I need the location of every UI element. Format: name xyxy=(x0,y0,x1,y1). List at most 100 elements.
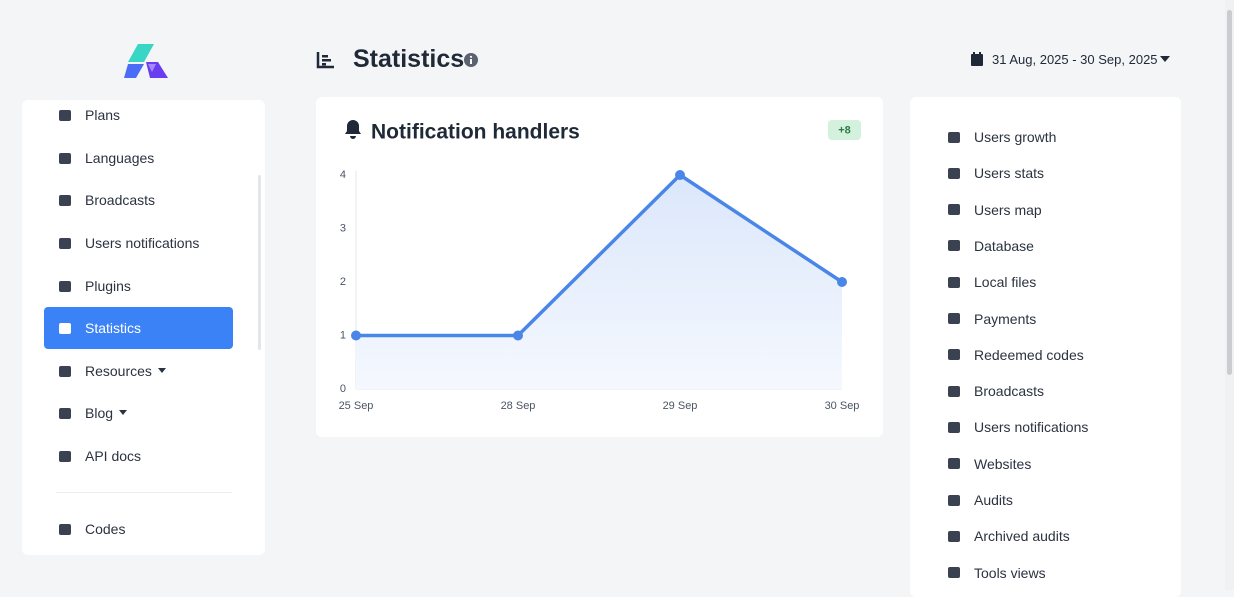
menu-item[interactable]: Archived audits xyxy=(948,524,1070,548)
x-tick-label: 28 Sep xyxy=(501,400,536,412)
sidebar-scrollbar xyxy=(258,175,261,350)
menu-icon xyxy=(948,494,960,506)
menu-icon xyxy=(59,523,71,535)
menu-label: Database xyxy=(974,237,1034,254)
y-tick-label: 3 xyxy=(340,222,346,234)
menu-label: Redeemed codes xyxy=(974,346,1084,363)
menu-label: Users stats xyxy=(974,165,1045,182)
menu-item[interactable]: Users notifications xyxy=(59,231,199,255)
point xyxy=(837,277,847,287)
y-tick-label: 4 xyxy=(340,169,346,181)
area xyxy=(356,175,842,389)
divider xyxy=(56,492,232,493)
point xyxy=(513,330,523,341)
menu-item[interactable]: Languages xyxy=(59,146,154,170)
menu-icon xyxy=(59,194,71,206)
menu-label: Plans xyxy=(85,107,121,123)
menu-label: Users growth xyxy=(974,129,1057,145)
menu-item[interactable]: Statistics xyxy=(59,316,141,340)
menu-label: Broadcasts xyxy=(85,192,156,208)
menu-icon xyxy=(948,276,960,288)
menu-item[interactable]: Tools views xyxy=(948,561,1046,585)
menu-label: API docs xyxy=(85,448,142,464)
menu-icon xyxy=(59,152,71,164)
menu-item[interactable]: Users map xyxy=(948,198,1042,222)
x-tick-label: 29 Sep xyxy=(663,400,698,412)
menu-icon xyxy=(59,322,71,334)
menu-icon xyxy=(948,385,960,397)
chart-title: Notification handlers xyxy=(371,121,580,144)
menu-item[interactable]: Blog xyxy=(59,401,128,425)
menu-label: Blog xyxy=(85,405,114,421)
menu-item[interactable]: Websites xyxy=(948,452,1031,476)
menu-icon xyxy=(948,240,960,252)
x-tick-label: 25 Sep xyxy=(339,400,374,412)
active-highlight xyxy=(44,307,233,349)
x-tick-label: 30 Sep xyxy=(825,400,860,412)
menu-label: Payments xyxy=(974,310,1037,327)
menu-icon xyxy=(948,530,960,542)
menu-icon xyxy=(59,365,71,377)
y-tick-label: 1 xyxy=(340,329,346,341)
menu-label: Languages xyxy=(85,150,155,166)
menu-item[interactable]: Payments xyxy=(948,307,1036,331)
menu-label: Statistics xyxy=(85,320,142,336)
menu-icon xyxy=(948,349,960,361)
dropdown-caret[interactable] xyxy=(1160,56,1170,62)
page-title: Statistics xyxy=(353,45,465,73)
date-range[interactable]: 31 Aug, 2025 - 30 Sep, 2025 xyxy=(992,52,1158,67)
menu-icon xyxy=(948,131,960,143)
menu-icon xyxy=(59,280,71,292)
menu-item[interactable]: Users growth xyxy=(948,125,1056,149)
badge xyxy=(828,120,861,140)
menu-item[interactable]: Plugins xyxy=(59,274,131,298)
menu-label: Websites xyxy=(974,455,1032,472)
menu-item[interactable]: Local files xyxy=(948,270,1036,294)
menu-item[interactable]: Resources xyxy=(59,359,166,383)
statistics-icon xyxy=(316,52,334,69)
y-tick-label: 0 xyxy=(340,383,346,395)
menu-label: Plugins xyxy=(85,278,131,294)
menu-item[interactable]: Users notifications xyxy=(948,415,1088,439)
menu-label: Users map xyxy=(974,201,1042,218)
menu-label: Local files xyxy=(974,274,1037,291)
sidebar: Plans Languages Broadcasts Users notificati… xyxy=(22,100,265,555)
menu-label: Codes xyxy=(85,521,126,537)
dropdown-caret xyxy=(119,410,128,415)
point xyxy=(675,170,685,180)
info-icon[interactable] xyxy=(463,52,479,68)
calendar-icon xyxy=(971,52,983,66)
menu-label: Users notifications xyxy=(974,419,1089,436)
menu-item[interactable]: Broadcasts xyxy=(59,188,155,212)
menu-icon xyxy=(948,567,960,579)
logo[interactable] xyxy=(124,42,170,82)
line xyxy=(356,173,843,338)
menu-icon xyxy=(59,450,71,462)
chart: Notification handlers +8 0 1 2 3 4 25 Sep 28 S… xyxy=(339,120,861,412)
menu-label: Broadcasts xyxy=(974,383,1045,400)
menu-label: Audits xyxy=(974,492,1013,508)
menu-item[interactable]: Codes xyxy=(59,517,125,541)
stats-menu: Users growth Users stats Users map Database… xyxy=(910,97,1181,597)
dropdown-caret xyxy=(157,368,166,373)
menu-label: Tools views xyxy=(974,564,1046,581)
menu-item[interactable]: Database xyxy=(948,234,1034,258)
bell-icon xyxy=(345,120,361,139)
menu-item[interactable]: Broadcasts xyxy=(948,379,1044,403)
menu-icon xyxy=(948,458,960,470)
menu-label: Archived audits xyxy=(974,528,1070,545)
menu-icon xyxy=(59,109,71,121)
menu-icon xyxy=(948,204,960,216)
menu-icon xyxy=(948,421,960,433)
menu-item[interactable]: Redeemed codes xyxy=(948,343,1084,367)
menu-item[interactable]: Audits xyxy=(948,488,1013,512)
menu-item[interactable]: Users stats xyxy=(948,161,1044,185)
menu-item[interactable]: Plans xyxy=(59,103,120,127)
scrollbar-thumb[interactable] xyxy=(1227,10,1232,375)
menu-icon xyxy=(948,313,960,324)
menu-icon xyxy=(948,167,960,179)
point xyxy=(351,330,361,341)
menu-item[interactable]: API docs xyxy=(59,444,141,468)
badge-text: +8 xyxy=(838,124,851,136)
